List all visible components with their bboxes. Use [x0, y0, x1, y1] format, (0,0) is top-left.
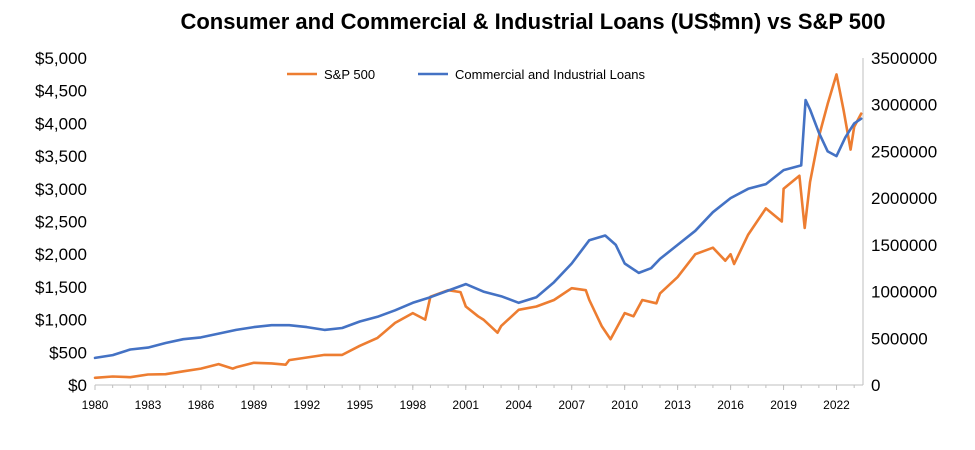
x-tick-label: 2016 — [717, 398, 744, 412]
legend: S&P 500 Commercial and Industrial Loans — [287, 67, 646, 82]
y-right-tick-label: 0 — [871, 376, 880, 395]
y-left-tick-label: $3,500 — [35, 147, 87, 166]
sp500-line — [93, 73, 863, 380]
commercial-industrial-loans-line — [93, 98, 863, 360]
x-tick-label: 1998 — [399, 398, 426, 412]
x-tick-label: 1995 — [346, 398, 373, 412]
y-left-tick-label: $4,500 — [35, 82, 87, 101]
x-tick-label: 1992 — [294, 398, 321, 412]
y-left-tick-label: $4,000 — [35, 114, 87, 133]
y-right-tick-label: 500000 — [871, 329, 928, 348]
x-tick-label: 2013 — [664, 398, 691, 412]
x-tick-label: 2001 — [452, 398, 479, 412]
y-right-tick-label: 2000000 — [871, 189, 937, 208]
y-left-tick-label: $0 — [68, 376, 87, 395]
y-left-tick-label: $2,500 — [35, 213, 87, 232]
y-right-tick-label: 1500000 — [871, 236, 937, 255]
y-left-tick-label: $5,000 — [35, 49, 87, 68]
chart-title: Consumer and Commercial & Industrial Loa… — [180, 9, 885, 34]
y-left-tick-label: $3,000 — [35, 180, 87, 199]
x-tick-label: 1986 — [188, 398, 215, 412]
series-layer — [93, 73, 863, 380]
y-left-tick-label: $500 — [49, 343, 87, 362]
x-tick-label: 1989 — [241, 398, 268, 412]
x-tick-label: 2007 — [558, 398, 585, 412]
y-right-tick-label: 2500000 — [871, 142, 937, 161]
y-left-tick-label: $1,000 — [35, 311, 87, 330]
axes: $0 $500 $1,000 $1,500 $2,000 $2,500 $3,000 $3,5… — [35, 49, 937, 412]
legend-sp500-label: S&P 500 — [324, 67, 375, 82]
x-tick-label: 1980 — [82, 398, 109, 412]
y-right-tick-label: 1000000 — [871, 283, 937, 302]
x-tick-label: 2004 — [505, 398, 532, 412]
y-left-tick-label: $1,500 — [35, 278, 87, 297]
x-tick-label: 2010 — [611, 398, 638, 412]
x-tick-label: 1983 — [135, 398, 162, 412]
y-right-tick-label: 3000000 — [871, 96, 937, 115]
x-tick-label: 2022 — [823, 398, 850, 412]
x-tick-label: 2019 — [770, 398, 797, 412]
legend-commercial-industrial-loans-label: Commercial and Industrial Loans — [455, 67, 646, 82]
y-left-tick-label: $2,000 — [35, 245, 87, 264]
y-right-tick-label: 3500000 — [871, 49, 937, 68]
